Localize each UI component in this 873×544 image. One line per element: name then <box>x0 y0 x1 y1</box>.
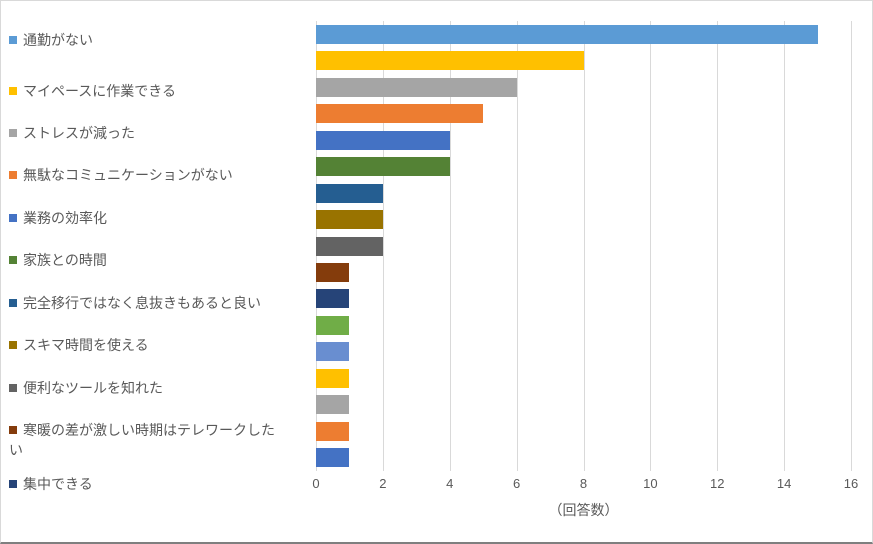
gridline <box>584 21 585 471</box>
legend-marker-icon <box>9 256 17 265</box>
bar-series-12 <box>316 316 349 335</box>
x-tick-label: 16 <box>843 476 859 491</box>
legend-marker-icon <box>9 87 17 96</box>
legend-label: 便利なツールを知れた <box>23 380 163 396</box>
legend-label: 集中できる <box>23 476 93 492</box>
gridline <box>450 21 451 471</box>
legend-marker-icon <box>9 426 17 435</box>
bar-series-4 <box>316 104 483 123</box>
bar-series-9 <box>316 237 383 256</box>
bar-series-10 <box>316 263 349 282</box>
legend-marker-icon <box>9 171 17 180</box>
x-tick-label: 2 <box>379 476 387 491</box>
x-axis-title: （回答数） <box>548 502 619 518</box>
plot-area <box>316 21 852 471</box>
legend-item: スキマ時間を使える <box>9 335 279 355</box>
bar-series-16 <box>316 422 349 441</box>
legend-label: 通勤がない <box>23 32 93 48</box>
legend-item: 便利なツールを知れた <box>9 378 279 398</box>
gridline <box>851 21 852 471</box>
legend-item: 家族との時間 <box>9 250 279 270</box>
x-tick-label: 0 <box>312 476 320 491</box>
bar-series-14 <box>316 369 349 388</box>
legend-marker-icon <box>9 129 17 138</box>
legend-item: 集中できる <box>9 474 279 494</box>
legend-label: 家族との時間 <box>23 252 107 268</box>
legend-label: マイペースに作業できる <box>23 83 177 99</box>
legend-item: 無駄なコミュニケーションがない <box>9 165 279 185</box>
bar-series-3 <box>316 78 517 97</box>
legend-item: マイペースに作業できる <box>9 81 279 101</box>
x-tick-label: 14 <box>776 476 792 491</box>
x-tick-label: 8 <box>579 476 588 491</box>
legend-label: 無駄なコミュニケーションがない <box>23 167 233 183</box>
bar-series-6 <box>316 157 450 176</box>
bar-series-2 <box>316 51 584 70</box>
gridline <box>383 21 384 471</box>
legend-label: 寒暖の差が激しい時期はテレワークしたい <box>9 422 275 458</box>
gridline <box>717 21 718 471</box>
legend-marker-icon <box>9 299 17 308</box>
x-axis: 0 2 4 6 8 10 12 14 16 <box>312 476 858 492</box>
gridline <box>517 21 518 471</box>
legend-label: スキマ時間を使える <box>23 337 149 353</box>
bar-series-15 <box>316 395 349 414</box>
x-tick-label: 12 <box>710 476 725 491</box>
bar-series-8 <box>316 210 383 229</box>
x-tick-label: 10 <box>643 476 658 491</box>
bar-series-7 <box>316 184 383 203</box>
legend: 通勤がないマイペースに作業できる ストレスが減った無駄なコミュニケーションがない業… <box>1 1 311 542</box>
legend-label: 業務の効率化 <box>23 210 107 226</box>
legend-item: 寒暖の差が激しい時期はテレワークしたい <box>9 420 279 460</box>
legend-item: 業務の効率化 <box>9 208 279 228</box>
x-tick-label: 6 <box>513 476 521 491</box>
legend-item: ストレスが減った <box>9 123 279 143</box>
legend-marker-icon <box>9 480 17 489</box>
bar-series-1 <box>316 25 818 44</box>
legend-item: 完全移行ではなく息抜きもあると良い <box>9 293 279 313</box>
legend-item: 通勤がない <box>9 30 279 50</box>
legend-label: ストレスが減った <box>23 125 135 141</box>
legend-marker-icon <box>9 341 17 350</box>
legend-marker-icon <box>9 384 17 393</box>
bar-series-11 <box>316 289 349 308</box>
legend-marker-icon <box>9 36 17 45</box>
x-tick-label: 4 <box>446 476 454 491</box>
bar-series-13 <box>316 342 349 361</box>
legend-label: 完全移行ではなく息抜きもあると良い <box>23 295 261 311</box>
bar-series-17 <box>316 448 349 467</box>
legend-marker-icon <box>9 214 17 223</box>
gridline <box>784 21 785 471</box>
bar-series-5 <box>316 131 450 150</box>
gridline <box>650 21 651 471</box>
